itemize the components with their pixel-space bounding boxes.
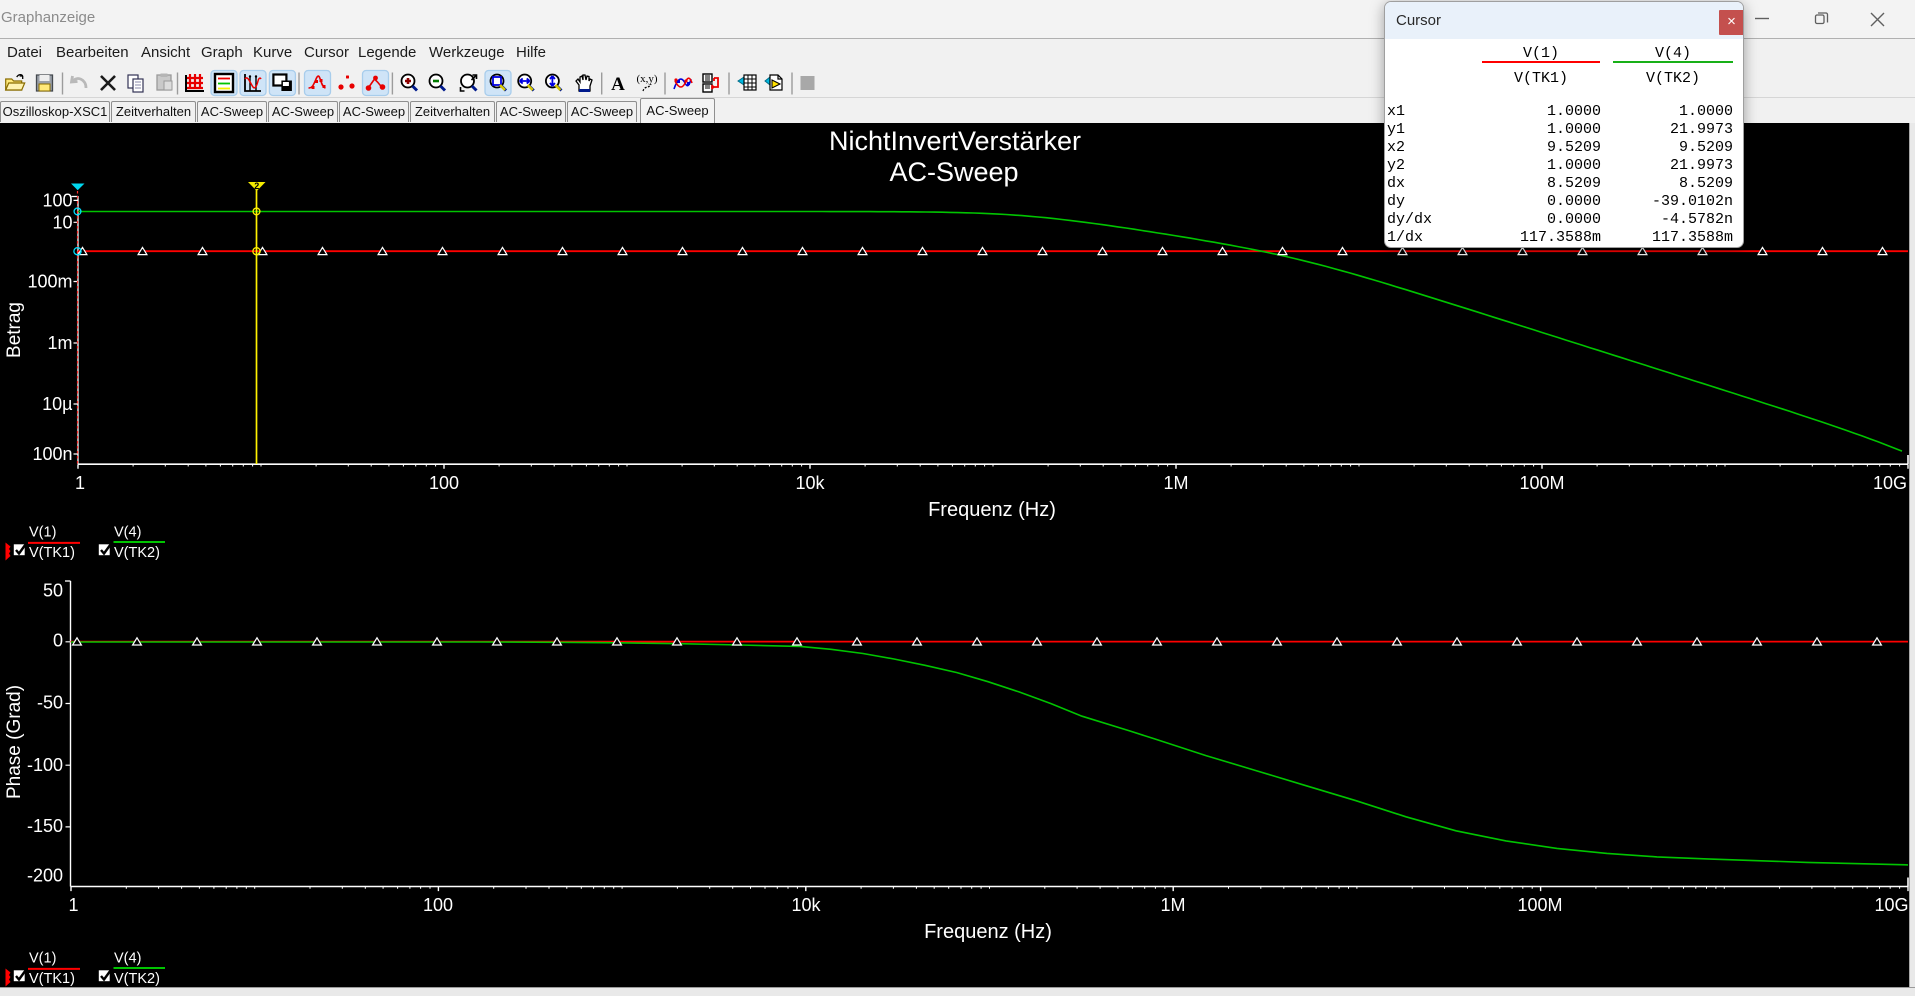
svg-text:V(1): V(1) (29, 951, 56, 967)
svg-text:100n: 100n (32, 444, 72, 464)
svg-text:V(4): V(4) (114, 951, 141, 967)
svg-text:100M: 100M (1519, 473, 1564, 493)
svg-text:10k: 10k (791, 895, 821, 915)
svg-text:-200: -200 (27, 866, 63, 886)
svg-text:Frequenz (Hz): Frequenz (Hz) (924, 921, 1052, 943)
svg-text:-100: -100 (27, 755, 63, 775)
svg-text:-50: -50 (37, 693, 63, 713)
svg-text:10: 10 (52, 212, 72, 232)
svg-text:1M: 1M (1160, 895, 1185, 915)
svg-text:10G: 10G (1874, 895, 1908, 915)
svg-text:V(TK1): V(TK1) (29, 971, 75, 987)
svg-text:Phase (Grad): Phase (Grad) (4, 685, 25, 799)
svg-text:AC-Sweep: AC-Sweep (889, 157, 1018, 187)
svg-text:100: 100 (429, 473, 459, 493)
svg-text:V(4): V(4) (114, 525, 141, 541)
svg-text:10G: 10G (1873, 473, 1907, 493)
svg-text:V(1): V(1) (29, 525, 56, 541)
svg-text:V(TK2): V(TK2) (114, 545, 160, 561)
svg-text:1: 1 (75, 473, 85, 493)
svg-text:100: 100 (42, 190, 72, 210)
svg-text:1: 1 (68, 895, 78, 915)
svg-text:A: A (611, 74, 625, 95)
svg-text:2: 2 (254, 181, 259, 191)
svg-text:1M: 1M (1163, 473, 1188, 493)
svg-text:100m: 100m (27, 272, 72, 292)
svg-text:NichtInvertVerstärker: NichtInvertVerstärker (829, 126, 1081, 156)
svg-text:100M: 100M (1517, 895, 1562, 915)
svg-text:50: 50 (43, 581, 63, 601)
svg-text:10µ: 10µ (42, 394, 72, 414)
svg-text:Frequenz (Hz): Frequenz (Hz) (928, 499, 1056, 521)
svg-text:V(TK2): V(TK2) (114, 971, 160, 987)
svg-text:1m: 1m (47, 333, 72, 353)
svg-text:100: 100 (423, 895, 453, 915)
svg-text:Betrag: Betrag (4, 302, 25, 358)
svg-text:-150: -150 (27, 816, 63, 836)
svg-text:(x,y): (x,y) (636, 73, 657, 85)
svg-text:V(TK1): V(TK1) (29, 545, 75, 561)
svg-text:0: 0 (53, 631, 63, 651)
svg-text:10k: 10k (795, 473, 825, 493)
